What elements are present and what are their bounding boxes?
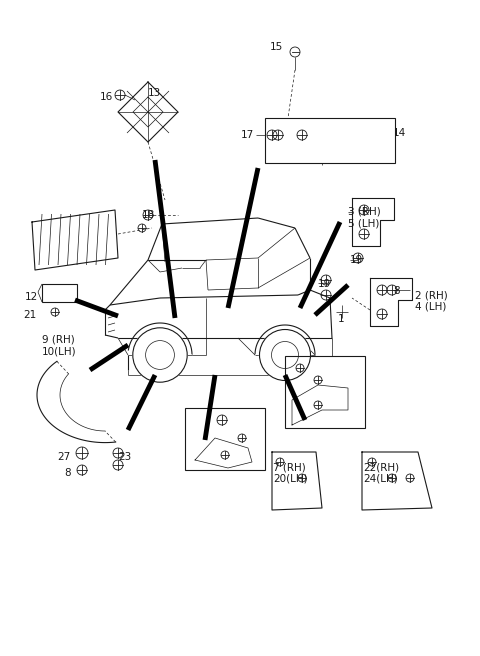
Text: 13: 13 bbox=[148, 88, 161, 98]
Text: 19: 19 bbox=[350, 255, 363, 265]
Circle shape bbox=[133, 328, 187, 382]
Text: 9 (RH)
10(LH): 9 (RH) 10(LH) bbox=[42, 335, 77, 357]
Text: 8: 8 bbox=[393, 286, 400, 296]
Text: 15: 15 bbox=[270, 42, 283, 52]
Text: 12: 12 bbox=[25, 292, 38, 302]
Wedge shape bbox=[128, 355, 192, 387]
Text: 1: 1 bbox=[338, 314, 345, 324]
Bar bbox=[42, 284, 77, 302]
Text: 6: 6 bbox=[322, 155, 329, 165]
Text: 18: 18 bbox=[142, 210, 155, 220]
Text: 23: 23 bbox=[118, 452, 131, 462]
Text: 2 (RH)
4 (LH): 2 (RH) 4 (LH) bbox=[415, 290, 448, 312]
Text: 19: 19 bbox=[318, 279, 331, 289]
Text: 7 (RH)
20(LH): 7 (RH) 20(LH) bbox=[273, 462, 308, 483]
Text: 17: 17 bbox=[241, 130, 254, 140]
Bar bbox=[265, 118, 395, 163]
Bar bbox=[285, 356, 365, 428]
Text: 16: 16 bbox=[100, 92, 113, 102]
Text: 25: 25 bbox=[197, 422, 210, 432]
Text: 22(RH)
24(LH): 22(RH) 24(LH) bbox=[363, 462, 399, 483]
Text: 3 (RH)
5 (LH): 3 (RH) 5 (LH) bbox=[348, 207, 381, 228]
Text: 14: 14 bbox=[393, 128, 406, 138]
Text: 8: 8 bbox=[64, 468, 71, 478]
Text: 21: 21 bbox=[23, 310, 36, 320]
Text: 27: 27 bbox=[58, 452, 71, 462]
Circle shape bbox=[260, 329, 311, 380]
Wedge shape bbox=[255, 355, 315, 385]
Bar bbox=[185, 408, 265, 470]
Text: 26: 26 bbox=[299, 366, 312, 376]
